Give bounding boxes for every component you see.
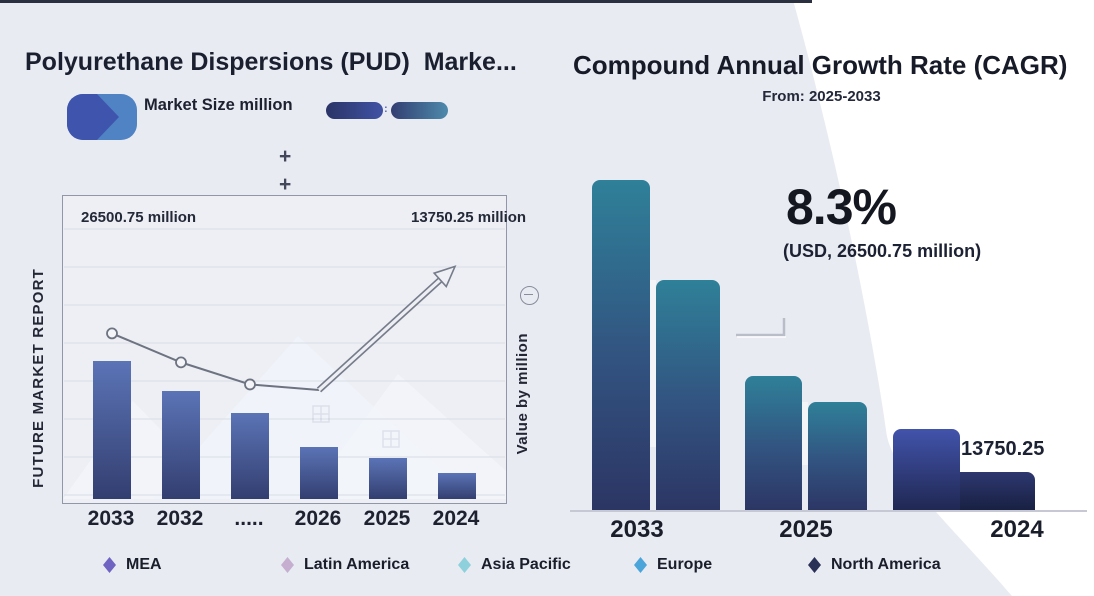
cagr-bar-a-2033 [592, 180, 650, 512]
bar-gap [802, 402, 808, 465]
legend-item-mea: MEA [103, 556, 162, 574]
right-chart-title: Compound Annual Growth Rate (CAGR) [573, 50, 1068, 80]
cagr-bar-group-2024 [893, 170, 1035, 512]
cagr-bar-group-2033 [592, 170, 720, 512]
grid-watermark-icon [312, 405, 400, 448]
primary-series-pill [326, 102, 383, 119]
right-x-axis-labels: 2033 2025 2024 [570, 516, 1090, 546]
diamond-marker-icon [458, 557, 471, 573]
pill-separator: : [384, 103, 388, 115]
cagr-value: 8.3% [786, 179, 897, 235]
legend-item-europe: Europe [634, 556, 712, 574]
diamond-marker-icon [103, 557, 116, 573]
market-size-bar-2026 [300, 447, 338, 499]
right-x-label-2033: 2033 [610, 516, 664, 543]
secondary-series-pill [391, 102, 448, 119]
value-axis-label: Value by million [514, 333, 531, 455]
cagr-bar-group-2025 [745, 170, 867, 512]
plus-icon[interactable]: + [279, 145, 292, 168]
left-x-label-2026: 2026 [294, 507, 342, 530]
right-x-label-2025: 2025 [779, 516, 833, 543]
cagr-bar-b-2033 [656, 280, 720, 512]
cagr-bar-b-2025 [808, 402, 867, 512]
legend-label: North America [831, 556, 941, 573]
cagr-bar-a-2024 [893, 429, 960, 512]
right-x-label-2024: 2024 [990, 516, 1044, 543]
future-market-report-watermark: FUTURE MARKET REPORT [30, 268, 47, 488]
market-size-hexagon-icon [66, 93, 138, 146]
left-x-label-2032: 2032 [156, 507, 204, 530]
market-size-chart-panel: 26500.75 million 13750.25 million [62, 195, 526, 504]
market-size-bar-2032 [162, 391, 200, 499]
market-size-bar-..... [231, 413, 269, 499]
legend-label: Europe [657, 556, 713, 573]
cagr-bar-b-2024 [960, 472, 1035, 512]
legend-item-asia-pacific: Asia Pacific [458, 556, 571, 574]
left-x-label-.....: ..... [234, 507, 264, 530]
diamond-marker-icon [281, 557, 294, 573]
market-size-legend-label: Market Size million [144, 96, 293, 114]
start-value-annotation: 26500.75 million [81, 209, 197, 226]
end-value-annotation: 13750.25 million [411, 209, 527, 226]
left-x-axis-labels: 2033 2032..... 2026 2025 2024 [62, 507, 505, 535]
diamond-marker-icon [808, 557, 821, 573]
market-size-bar-2025 [369, 458, 407, 499]
cagr-bar-a-2025 [745, 376, 802, 512]
right-x-axis-line [570, 510, 1087, 512]
left-x-label-2033: 2033 [87, 507, 135, 530]
legend-item-latin-america: Latin America [281, 556, 409, 574]
left-x-label-2024: 2024 [432, 507, 480, 530]
right-chart-subtitle: From: 2025-2033 [762, 88, 881, 105]
legend-label: Latin America [304, 556, 410, 573]
diamond-marker-icon [634, 557, 647, 573]
end-value-data-label: 13750.25 [961, 438, 1045, 460]
market-size-bar-2024 [438, 473, 476, 499]
step-line-decoration [736, 318, 786, 338]
bar-gap [650, 280, 656, 447]
legend-item-north-america: North America [808, 556, 941, 574]
legend-label: MEA [126, 556, 162, 573]
minus-circle-icon[interactable] [520, 286, 539, 305]
left-chart-title: Polyurethane Dispersions (PUD) Marke... [25, 48, 517, 76]
market-size-bar-2033 [93, 361, 131, 499]
legend-label: Asia Pacific [481, 556, 571, 573]
cagr-detail: (USD, 26500.75 million) [783, 241, 982, 261]
left-x-label-2025: 2025 [363, 507, 411, 530]
cagr-bar-chart [570, 170, 1090, 512]
plus-icon-2[interactable]: + [279, 173, 292, 196]
